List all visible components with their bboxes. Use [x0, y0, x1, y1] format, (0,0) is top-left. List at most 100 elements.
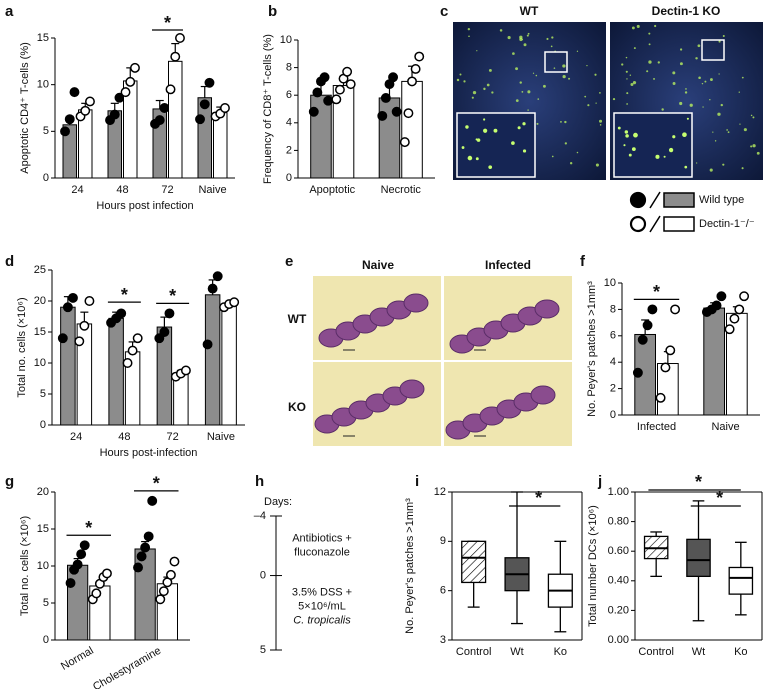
timeline-tick-label: 5 — [260, 644, 266, 656]
y-tick-label: 0 — [40, 419, 46, 431]
data-point — [665, 345, 676, 356]
x-tick-label: Necrotic — [381, 184, 422, 196]
fluorescent-dot — [599, 119, 603, 123]
significance-label: * — [153, 474, 160, 494]
fluorescent-dot — [727, 131, 730, 134]
fluorescent-dot — [626, 78, 628, 80]
significance-label: * — [716, 488, 723, 508]
fluorescent-dot — [551, 36, 554, 39]
data-point — [143, 531, 154, 542]
x-tick-label: 48 — [118, 431, 130, 443]
data-point — [154, 115, 165, 126]
fluorescent-dot — [551, 155, 554, 158]
data-point — [136, 551, 147, 562]
x-tick-label: Naive — [198, 184, 226, 196]
legend-marker — [629, 215, 647, 233]
y-tick-label: 0.20 — [608, 604, 629, 616]
fluorescent-dot — [661, 108, 664, 111]
data-point — [642, 320, 653, 331]
fluorescent-dot — [523, 43, 527, 47]
fluorescent-dot — [717, 112, 721, 116]
fluorescent-dot — [471, 96, 474, 99]
data-point — [414, 51, 425, 62]
fluorescent-dot — [475, 157, 479, 161]
fluorescent-dot — [756, 151, 760, 155]
tissue-lobe — [530, 385, 556, 405]
fluorescent-dot — [709, 98, 711, 101]
data-point — [68, 292, 78, 303]
data-point — [403, 108, 414, 119]
data-point — [85, 96, 95, 107]
x-tick-label: 24 — [70, 431, 82, 443]
y-tick-label: 0 — [43, 172, 49, 184]
y-tick-label: 15 — [37, 32, 49, 44]
fluorescent-dot — [537, 98, 540, 100]
fluorescent-dot — [710, 78, 713, 82]
bar — [213, 112, 228, 179]
x-tick-label: Control — [456, 646, 491, 658]
x-tick-label: 24 — [71, 184, 83, 196]
fluorescent-dot — [522, 122, 526, 126]
data-point — [739, 291, 750, 302]
y-tick-label: 4 — [286, 117, 292, 129]
y-tick-label: 0.00 — [608, 634, 629, 646]
panel-letter: h — [255, 473, 264, 490]
data-point — [734, 304, 745, 315]
fluorescent-dot — [499, 29, 503, 32]
fluorescent-dot — [668, 147, 674, 153]
y-tick-label: 5 — [40, 388, 46, 400]
fluorescent-dot — [517, 126, 521, 130]
fluorescent-dot — [515, 99, 519, 103]
data-point — [655, 392, 666, 403]
data-point — [154, 333, 165, 344]
y-tick-label: 0 — [610, 409, 616, 421]
data-point — [155, 594, 166, 605]
fluorescent-dot — [476, 50, 478, 52]
fluorescent-dot — [636, 24, 640, 28]
data-point — [132, 333, 143, 344]
panel-letter: a — [5, 3, 14, 20]
bar — [197, 97, 212, 179]
data-point — [377, 110, 388, 121]
data-point — [342, 66, 353, 77]
panel-letter: i — [415, 473, 419, 490]
legend-slash — [649, 191, 661, 209]
y-tick-label: 9 — [440, 535, 446, 547]
fluorescent-dot — [519, 35, 523, 39]
data-point — [164, 308, 175, 319]
fluorescent-dot — [564, 120, 567, 124]
fluorescent-dot — [697, 44, 701, 48]
fluorescent-dot — [633, 132, 638, 138]
timeline-title: Days: — [264, 496, 292, 508]
y-tick-label: 3 — [440, 634, 446, 646]
bar — [67, 564, 89, 641]
y-axis-label: No. Peyer's patches >1mm³ — [586, 281, 598, 417]
y-tick-label: 5 — [43, 125, 49, 137]
panel-letter: g — [5, 473, 14, 490]
data-point — [632, 367, 643, 378]
fluorescent-dot — [511, 141, 515, 145]
fluorescent-dot — [663, 155, 666, 158]
data-point — [57, 333, 68, 344]
fluorescent-dot — [682, 132, 687, 138]
panel-letter: b — [268, 3, 277, 20]
data-point — [170, 51, 181, 62]
data-point — [74, 336, 85, 347]
fluorescent-dot — [521, 91, 524, 93]
data-point — [69, 87, 80, 98]
fluorescent-dot — [532, 72, 535, 74]
fluorescent-dot — [696, 162, 698, 164]
data-point — [122, 358, 133, 368]
event-text: fluconazole — [294, 547, 350, 559]
fluorescent-dot — [483, 118, 486, 121]
fluorescent-dot — [560, 120, 562, 123]
y-tick-label: 10 — [37, 79, 49, 91]
fluorescent-dot — [527, 32, 530, 35]
y-axis-label: No. Peyer's patches >1mm³ — [404, 498, 416, 634]
fluorescent-dot — [657, 61, 660, 64]
data-point — [140, 542, 151, 553]
data-point — [158, 586, 169, 597]
data-point — [407, 76, 417, 87]
fluorescent-dot — [483, 87, 486, 91]
y-tick-label: 1.00 — [608, 486, 629, 498]
